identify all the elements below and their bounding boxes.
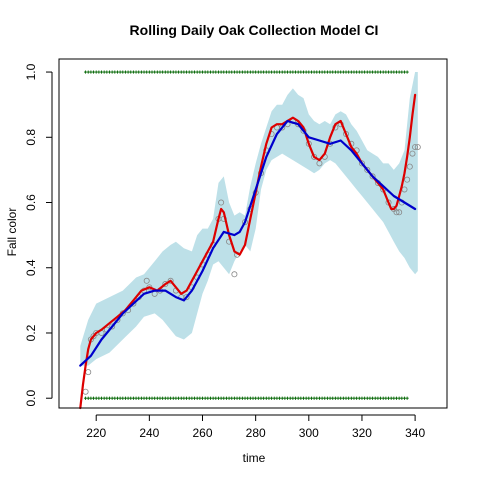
blue-fit-line — [79, 119, 417, 367]
y-tick-label: 0.2 — [24, 324, 38, 341]
x-tick-label: 220 — [86, 426, 106, 440]
x-tick-label: 320 — [352, 426, 372, 440]
observed-point — [409, 150, 416, 157]
x-axis-label: time — [243, 451, 266, 465]
observed-point — [82, 388, 89, 395]
observed-point — [85, 369, 92, 376]
binary-mark-top — [405, 70, 409, 74]
x-tick-label: 300 — [299, 426, 319, 440]
observed-point — [396, 209, 403, 216]
x-tick-label: 240 — [139, 426, 159, 440]
observed-point — [412, 144, 419, 151]
observed-point — [369, 173, 376, 180]
observed-point — [406, 163, 413, 170]
axes: 220 240 260 280 300 320 340 0.0 0.2 0.4 0.6 0.8 1.0 — [24, 63, 425, 440]
chart-title: Rolling Daily Oak Collection Model CI — [130, 22, 379, 38]
observed-point — [414, 144, 421, 151]
y-tick-label: 0.8 — [24, 129, 38, 146]
plot-frame — [58, 58, 448, 409]
observed-point — [143, 277, 150, 284]
binary-mark-bottom — [405, 396, 409, 400]
observed-point — [162, 281, 169, 288]
observed-point — [404, 176, 411, 183]
y-tick-label: 0.6 — [24, 194, 38, 211]
confidence-band — [80, 72, 418, 366]
observed-point — [358, 160, 365, 167]
observed-point — [183, 294, 190, 301]
ci-band-area — [80, 72, 418, 366]
fitted-lines — [79, 93, 417, 410]
binary-observation-marks — [83, 70, 409, 400]
observed-point — [364, 166, 371, 173]
observed-point — [393, 209, 400, 216]
observed-point — [167, 277, 174, 284]
y-tick-label: 0.0 — [24, 390, 38, 407]
y-tick-label: 1.0 — [24, 63, 38, 80]
x-tick-label: 260 — [192, 426, 212, 440]
x-tick-label: 280 — [246, 426, 266, 440]
y-axis-label: Fall color — [5, 208, 19, 257]
observed-point — [231, 271, 238, 278]
red-fit-line — [79, 93, 417, 410]
y-tick-label: 0.4 — [24, 259, 38, 276]
x-tick-label: 340 — [405, 426, 425, 440]
observed-point — [109, 323, 116, 330]
observed-point — [218, 199, 225, 206]
